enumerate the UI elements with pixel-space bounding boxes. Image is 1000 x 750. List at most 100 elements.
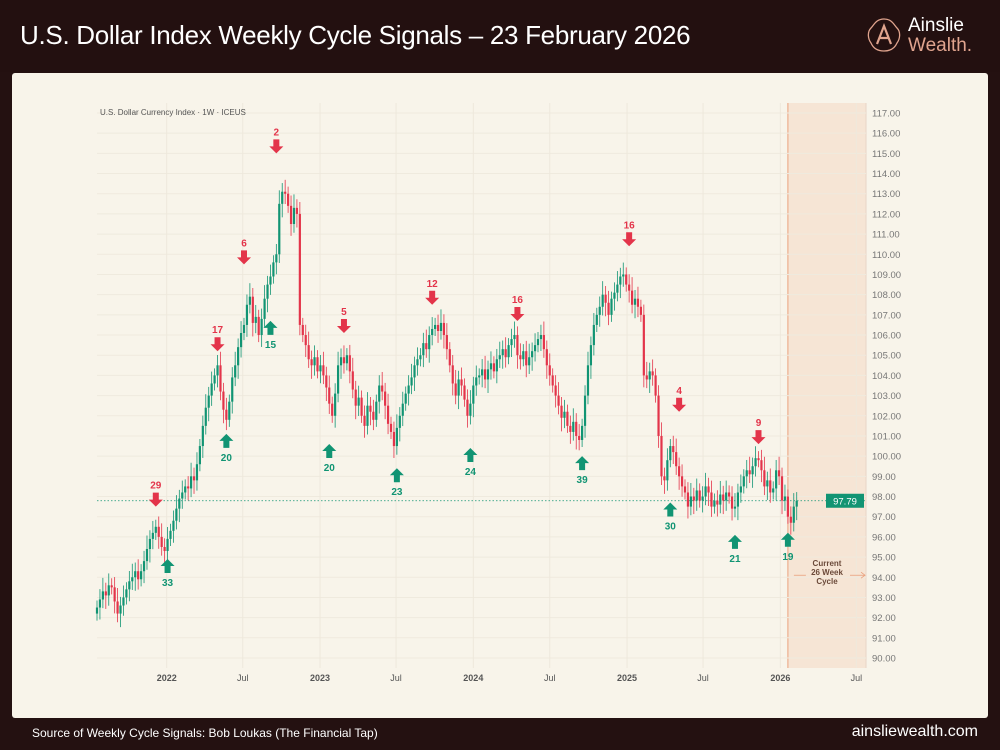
last-price-badge <box>826 493 864 508</box>
candle-body <box>754 458 757 467</box>
cycle-bottom-arrow-icon <box>663 502 678 517</box>
logo-text-line1: Ainslie <box>908 15 964 36</box>
cycle-bottom-arrow-icon <box>727 534 742 549</box>
candle-body <box>569 425 572 432</box>
cycle-top-arrow-icon <box>237 250 251 265</box>
source-note: Source of Weekly Cycle Signals: Bob Louk… <box>32 726 378 740</box>
y-tick-label: 115.00 <box>872 149 900 160</box>
candle-body <box>710 492 713 507</box>
signal-label: 2 <box>274 127 280 138</box>
candle-body <box>151 532 154 539</box>
candle-body <box>210 383 213 396</box>
cycle-bottom-arrow-icon <box>463 448 478 463</box>
candle-body <box>228 401 231 420</box>
candle-body <box>736 492 740 507</box>
signal-label: 16 <box>624 220 636 231</box>
candle-body <box>372 411 375 420</box>
cycle-top-arrow-icon <box>336 319 351 334</box>
candle-body <box>522 351 525 360</box>
candle-body <box>622 274 625 277</box>
candle-body <box>451 365 454 384</box>
candle-body <box>566 411 569 426</box>
candle-body <box>463 385 466 400</box>
candle-body <box>613 292 616 299</box>
candle-body <box>589 345 593 366</box>
y-tick-label: 116.00 <box>872 129 900 140</box>
signal-label: 30 <box>665 522 677 533</box>
candle-body <box>683 486 687 493</box>
candle-body <box>698 490 701 501</box>
candle-body <box>745 470 748 477</box>
candle-body <box>604 294 607 303</box>
cycle-bottom-arrow-icon <box>160 559 175 574</box>
candle-body <box>730 496 734 509</box>
candle-body <box>425 343 428 350</box>
candle-body <box>392 431 396 447</box>
candle-body <box>475 377 478 386</box>
candle-body <box>316 357 319 372</box>
y-tick-label: 105.00 <box>872 351 901 362</box>
candle-body <box>304 335 307 346</box>
y-tick-label: 106.00 <box>872 331 901 342</box>
candle-body <box>498 355 501 360</box>
candle-body <box>751 466 754 475</box>
candle-body <box>780 476 784 501</box>
y-tick-label: 99.00 <box>872 472 896 483</box>
candle-body <box>757 458 760 461</box>
candle-body <box>454 383 457 396</box>
candle-body <box>272 262 275 277</box>
candle-body <box>625 274 628 285</box>
x-tick-label: 2024 <box>463 673 483 683</box>
candle-body <box>575 421 578 436</box>
candle-body <box>689 496 692 507</box>
x-tick-label: 2026 <box>770 673 790 683</box>
candle-body <box>645 375 648 380</box>
candle-body <box>401 403 404 416</box>
candle-body <box>504 349 507 358</box>
candle-body <box>654 375 657 396</box>
candle-body <box>695 490 698 501</box>
candle-body <box>237 347 240 366</box>
candle-body <box>495 359 498 372</box>
candle-body <box>583 395 587 426</box>
cycle-top-arrow-icon <box>672 397 687 412</box>
candle-body <box>607 302 610 315</box>
signal-label: 12 <box>427 279 439 290</box>
cycle-annotation-line: Cycle <box>816 577 838 586</box>
y-tick-label: 108.00 <box>872 290 901 301</box>
candle-body <box>131 577 134 582</box>
candle-body <box>366 405 369 426</box>
cycle-bottom-arrow-icon <box>780 532 795 547</box>
candle-body <box>492 363 495 372</box>
candle-body <box>166 538 169 552</box>
candle-body <box>345 355 348 364</box>
signal-label: 39 <box>577 475 589 486</box>
candle-body <box>148 538 152 549</box>
candle-body <box>342 357 346 364</box>
candle-body <box>786 496 789 517</box>
candle-body <box>225 409 228 420</box>
candle-body <box>675 452 678 467</box>
candle-body <box>137 571 140 580</box>
candle-body <box>348 355 351 372</box>
candle-body <box>531 351 534 358</box>
candle-body <box>145 548 149 562</box>
candle-body <box>110 585 113 588</box>
cycle-bottom-arrow-icon <box>219 433 234 448</box>
candle-body <box>319 365 322 372</box>
candle-body <box>636 298 640 307</box>
website-link[interactable]: ainsliewealth.com <box>851 723 978 740</box>
candle-body <box>113 587 116 602</box>
candle-body <box>722 494 725 501</box>
candle-body <box>422 343 425 356</box>
candle-body <box>298 213 301 325</box>
candle-body <box>777 470 781 477</box>
candle-body <box>234 365 237 378</box>
candle-body <box>354 389 357 406</box>
candle-body <box>375 401 378 420</box>
cycle-top-arrow-icon <box>148 492 163 507</box>
candle-body <box>592 324 595 346</box>
candle-body <box>792 506 795 523</box>
candle-body <box>551 375 554 386</box>
candle-body <box>195 464 199 481</box>
